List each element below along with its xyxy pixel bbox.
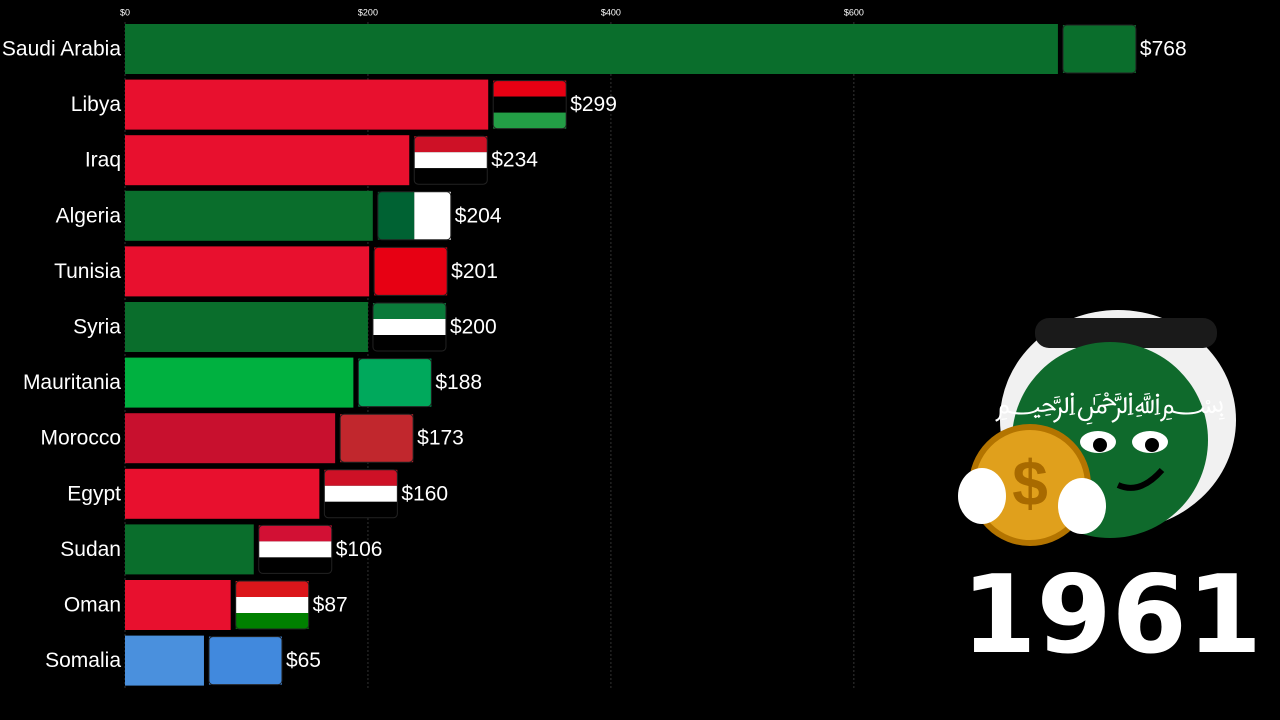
flag-stripe [372,335,446,351]
flag-stripe [377,191,415,240]
mascot: ﷽ $ [958,310,1236,546]
flag-border [492,80,567,130]
category-label: Mauritania [23,371,121,394]
flag [413,135,488,185]
x-tick-label: $0 [120,7,130,17]
flag-stripe [235,597,309,613]
flag-stripe [324,469,398,486]
svg-text:﷽: ﷽ [995,387,1225,425]
category-label: Libya [71,93,122,116]
flag-stripe [208,636,282,685]
flag-stripe [324,485,398,502]
flag-stripe [414,191,451,240]
value-label: $106 [336,538,383,561]
flag-stripe [493,80,567,97]
year-label: 1961 [961,553,1262,678]
flag-stripe [372,303,446,319]
category-label: Sudan [60,538,121,561]
value-label: $173 [417,427,464,450]
flag [357,358,432,408]
flag [339,413,414,463]
value-label: $234 [491,149,538,172]
flag [372,302,447,352]
bar [125,357,354,408]
value-label: $204 [455,204,502,227]
x-tick-label: $400 [601,7,621,17]
flag [323,469,398,519]
flag-border [1062,24,1137,74]
category-label: Algeria [56,204,122,227]
category-label: Tunisia [54,260,121,283]
category-label: Oman [64,594,121,617]
value-label: $299 [570,93,617,116]
flag-stripe [414,152,488,169]
category-label: Syria [73,316,121,339]
flag-stripe [324,501,398,518]
flag-stripe [358,358,432,407]
category-label: Somalia [45,649,121,672]
value-label: $160 [401,482,448,505]
bar [125,413,336,464]
flag-stripe [258,541,332,558]
bar [125,135,410,186]
flag-stripe [1062,25,1136,73]
flag-stripe [414,168,488,185]
bar [125,635,204,686]
flag-stripe [372,319,446,335]
value-label: $188 [435,371,482,394]
flag [235,580,310,630]
value-label: $200 [450,316,497,339]
flag-stripe [235,581,309,597]
value-label: $201 [451,260,498,283]
flag-border [413,135,488,185]
flag-border [235,580,310,630]
bar [125,468,320,519]
flag [492,80,567,130]
category-label: Iraq [85,149,121,172]
plot: $0 $200 $400 $600 Saudi Arabia $768 Libya $299 I… [2,7,1187,690]
bar [125,79,489,130]
flag [258,524,333,574]
flag [373,246,448,296]
bar [125,24,1058,74]
bar [125,190,373,241]
flag [1062,24,1137,74]
flag-border [377,191,452,241]
flag-border [323,469,398,519]
flag-border [208,636,283,686]
flag-stripe [258,525,332,542]
svg-text:$: $ [1012,447,1048,519]
flag-border [339,413,414,463]
flag-stripe [258,557,332,574]
x-tick-label: $600 [844,7,864,17]
bar [125,580,231,630]
flag-border [372,302,447,352]
flag-stripe [374,247,448,296]
flag [377,191,452,241]
value-label: $768 [1140,38,1187,61]
category-label: Egypt [67,482,121,505]
flag-stripe [493,112,567,129]
flag-border [357,358,432,408]
category-label: Saudi Arabia [2,38,121,61]
flag-border [373,246,448,296]
flag-stripe [340,414,414,463]
flag-stripe [235,613,309,629]
flag-stripe [493,96,567,113]
x-tick-label: $200 [358,7,378,17]
category-label: Morocco [40,427,121,450]
value-label: $65 [286,649,321,672]
bar [125,246,370,297]
bar [125,524,254,575]
bar [125,302,368,352]
flag [208,636,283,686]
flag-border [258,524,333,574]
value-label: $87 [313,594,348,617]
flag-stripe [414,136,488,153]
